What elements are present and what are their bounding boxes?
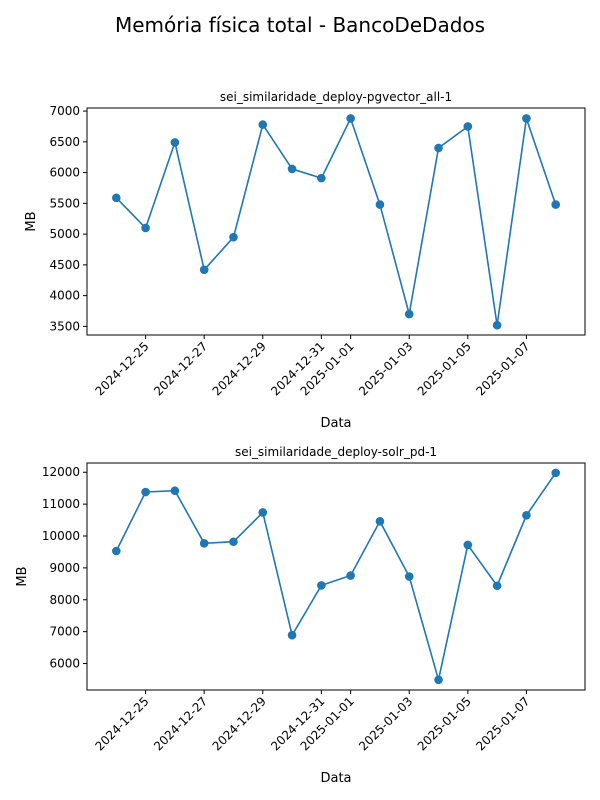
y-tick-label: 10000 xyxy=(42,529,80,543)
x-tick-label: 2024-12-27 xyxy=(151,339,210,398)
x-tick-label: 2025-01-03 xyxy=(356,694,415,753)
x-tick-label: 2024-12-25 xyxy=(92,339,151,398)
data-point xyxy=(141,223,150,233)
data-point xyxy=(229,537,238,547)
data-point xyxy=(404,309,414,319)
data-point xyxy=(492,320,502,330)
data-point xyxy=(492,581,502,591)
x-tick-label: 2025-01-05 xyxy=(415,694,474,753)
data-point xyxy=(111,546,121,556)
x-tick-label: 2025-01-05 xyxy=(415,339,474,398)
data-point xyxy=(199,265,209,275)
y-tick-label: 12000 xyxy=(42,465,80,479)
data-point xyxy=(287,630,297,640)
figure-title: Memória física total - BancoDeDados xyxy=(115,13,485,37)
x-axis-label: Data xyxy=(320,771,351,786)
data-point xyxy=(551,468,561,478)
series-line xyxy=(115,116,557,326)
data-point xyxy=(258,120,268,129)
y-tick-label: 9000 xyxy=(49,561,80,575)
x-tick-label: 2024-12-29 xyxy=(210,339,269,398)
data-point xyxy=(346,571,355,580)
data-point xyxy=(141,487,150,497)
y-tick-label: 8000 xyxy=(49,593,80,607)
data-point xyxy=(170,486,180,496)
y-tick-label: 5500 xyxy=(49,196,80,210)
data-point xyxy=(404,572,414,581)
data-point xyxy=(170,138,180,147)
x-tick-label: 2025-01-07 xyxy=(473,339,532,398)
data-point xyxy=(463,540,473,550)
data-point xyxy=(346,114,355,123)
x-tick-label: 2024-12-29 xyxy=(210,694,269,753)
data-point xyxy=(111,193,121,203)
axes-frame xyxy=(86,462,586,691)
y-axis-label: MB xyxy=(15,566,30,586)
x-tick-label: 2025-01-07 xyxy=(473,694,532,753)
y-tick-label: 6000 xyxy=(49,657,80,671)
y-tick-label: 3500 xyxy=(49,319,80,333)
y-tick-label: 7000 xyxy=(49,104,80,118)
data-point xyxy=(522,510,531,520)
data-point xyxy=(375,200,385,209)
subplot-title: sei_similaridade_deploy-pgvector_all-1 xyxy=(220,90,452,104)
data-point xyxy=(317,581,326,590)
y-tick-label: 6000 xyxy=(49,166,80,180)
x-axis-label: Data xyxy=(320,416,351,431)
data-point xyxy=(463,122,473,131)
y-tick-label: 6500 xyxy=(49,135,80,149)
y-tick-label: 4500 xyxy=(49,258,80,272)
data-point xyxy=(522,114,531,123)
x-tick-label: 2024-12-25 xyxy=(92,694,151,753)
data-point xyxy=(375,517,385,526)
data-point xyxy=(199,539,209,548)
data-point xyxy=(434,675,443,685)
y-axis-label: MB xyxy=(24,211,39,231)
data-point xyxy=(434,143,443,153)
data-point xyxy=(551,200,561,209)
data-point xyxy=(229,232,238,242)
y-tick-label: 4000 xyxy=(49,289,80,303)
axes-frame xyxy=(86,107,586,336)
subplot-title: sei_similaridade_deploy-solr_pd-1 xyxy=(235,445,437,459)
data-point xyxy=(258,508,268,517)
x-tick-label: 2025-01-03 xyxy=(356,339,415,398)
chart-pgvector: sei_similaridade_deploy-pgvector_all-1 35… xyxy=(24,90,586,431)
x-tick-label: 2024-12-27 xyxy=(151,694,210,753)
data-point xyxy=(287,164,297,174)
data-point xyxy=(317,173,326,183)
y-tick-label: 11000 xyxy=(42,497,80,511)
y-tick-label: 5000 xyxy=(49,227,80,241)
y-tick-label: 7000 xyxy=(49,625,80,639)
series-line xyxy=(115,472,557,681)
chart-solr: sei_similaridade_deploy-solr_pd-1 6000 700… xyxy=(15,445,586,786)
